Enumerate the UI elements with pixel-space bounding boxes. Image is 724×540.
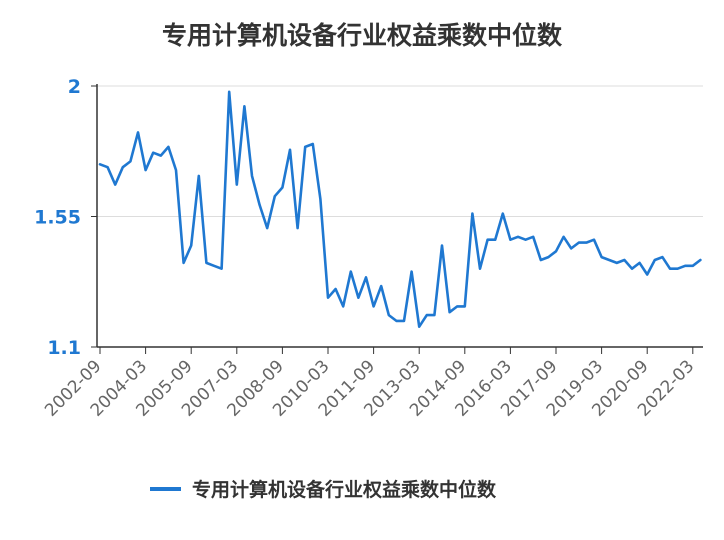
y-tick-label: 2 (68, 76, 81, 98)
y-axis-ticks: 2 1.55 1.1 (34, 76, 81, 359)
chart-title: 专用计算机设备行业权益乘数中位数 (162, 21, 563, 50)
y-tick-label: 1.1 (47, 337, 81, 359)
axes (91, 84, 703, 354)
series-layer (98, 90, 702, 329)
series-line (98, 90, 702, 329)
x-axis-ticks: 2002-092004-032005-092007-032008-092010-… (41, 356, 698, 420)
legend-label: 专用计算机设备行业权益乘数中位数 (192, 478, 497, 501)
grid-lines (97, 85, 703, 217)
legend[interactable]: 专用计算机设备行业权益乘数中位数 (150, 478, 497, 501)
y-tick-label: 1.55 (34, 207, 81, 229)
